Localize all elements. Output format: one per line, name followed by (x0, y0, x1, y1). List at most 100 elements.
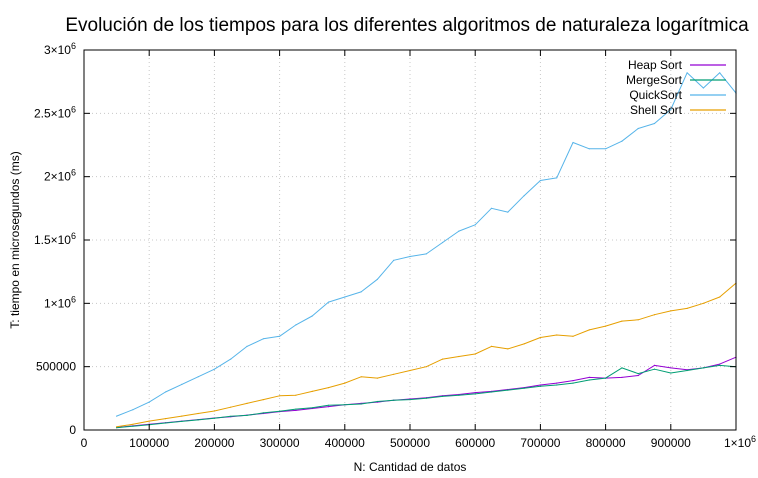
y-tick-exponent: 6 (71, 168, 76, 178)
data-point (425, 397, 427, 399)
data-point (458, 230, 460, 232)
x-axis-label: N: Cantidad de datos (354, 460, 467, 474)
data-point (702, 302, 705, 304)
x-tick-label: 400000 (325, 436, 365, 450)
chart-title: Evolución de los tiempos para los difere… (65, 15, 749, 36)
data-point (686, 72, 688, 74)
data-point (653, 122, 656, 125)
data-point (164, 391, 167, 393)
data-point (425, 253, 427, 255)
data-point (719, 296, 721, 298)
series-3 (116, 282, 737, 428)
data-point (295, 409, 297, 411)
data-point (327, 406, 330, 408)
data-point (148, 401, 150, 403)
data-point (523, 387, 525, 389)
data-point (539, 384, 542, 386)
data-point (670, 372, 672, 374)
data-point (539, 336, 542, 339)
data-point (213, 368, 215, 370)
data-point (311, 315, 313, 317)
data-point (637, 373, 639, 375)
data-point (719, 72, 721, 74)
data-point (572, 382, 574, 384)
tick-labels: 0 100000 200000 300000 400000 500000 600000 700… (34, 41, 756, 450)
data-point (327, 301, 330, 303)
data-point (637, 374, 639, 377)
data-point (409, 369, 411, 372)
data-point (588, 148, 590, 150)
x-tick-label-end: 1×106 (724, 434, 756, 450)
data-point (621, 376, 623, 378)
data-point (621, 367, 623, 369)
data-point (539, 179, 542, 182)
data-point (197, 419, 199, 421)
x-tick-exponent: 6 (751, 434, 756, 444)
data-point (507, 348, 509, 350)
data-point (605, 148, 607, 150)
data-point (311, 390, 313, 392)
y-tick-label: 1.5×106 (34, 231, 76, 247)
y-tick-label: 0 (69, 423, 76, 437)
data-point (376, 400, 378, 403)
data-point (393, 399, 395, 401)
data-point (295, 408, 297, 410)
data-point (556, 334, 558, 336)
data-point (605, 325, 607, 327)
data-point (148, 420, 150, 422)
y-tick-mantissa: 1×10 (44, 296, 71, 310)
y-tick-mantissa: 1.5×10 (34, 233, 71, 247)
series-line (116, 282, 737, 428)
data-point (588, 329, 590, 331)
series-layer (116, 72, 737, 429)
data-point (262, 338, 264, 340)
x-tick-label: 0 (81, 436, 88, 450)
x-tick-label: 700000 (520, 436, 560, 450)
series-2 (116, 72, 737, 417)
y-tick-label: 1×106 (44, 294, 76, 310)
data-point (442, 395, 444, 397)
series-line (116, 364, 737, 429)
data-point (507, 211, 509, 213)
data-point (588, 376, 590, 378)
data-point (719, 364, 721, 366)
data-point (702, 367, 705, 369)
data-point (556, 382, 558, 384)
data-point (637, 127, 639, 130)
y-tick-exponent: 6 (71, 294, 76, 304)
data-point (523, 343, 525, 345)
legend-label: Shell Sort (630, 103, 683, 117)
data-point (653, 368, 656, 370)
data-point (686, 307, 688, 309)
x-tick-mantissa: 1×10 (724, 436, 751, 450)
data-point (409, 399, 411, 401)
data-point (670, 108, 672, 111)
data-point (116, 426, 118, 428)
data-point (442, 241, 444, 244)
data-point (507, 389, 509, 391)
data-point (702, 87, 705, 89)
data-point (686, 369, 688, 372)
data-point (409, 255, 411, 258)
data-point (344, 296, 346, 298)
grid (84, 50, 736, 430)
series-line (116, 72, 737, 417)
data-point (458, 394, 460, 396)
data-point (523, 195, 525, 197)
data-point (588, 379, 590, 381)
data-point (556, 384, 558, 386)
series-1 (116, 364, 737, 429)
data-point (556, 177, 558, 179)
y-tick-exponent: 6 (71, 231, 76, 241)
data-point (393, 373, 395, 375)
data-point (132, 423, 134, 425)
data-point (213, 417, 215, 419)
data-point (295, 324, 297, 326)
x-tick-label: 300000 (260, 436, 300, 450)
x-tick-label: 100000 (129, 436, 169, 450)
data-point (376, 377, 378, 379)
x-tick-label: 600000 (455, 436, 495, 450)
data-point (572, 141, 574, 144)
data-point (605, 377, 607, 379)
